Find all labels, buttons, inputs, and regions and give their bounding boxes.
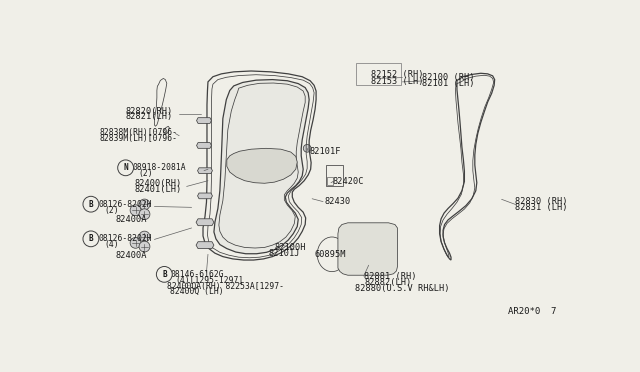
Circle shape [130, 205, 141, 216]
Text: 82400(RH): 82400(RH) [134, 179, 182, 188]
Text: 82839M(LH)[0796-: 82839M(LH)[0796- [100, 134, 178, 143]
Text: (4): (4) [105, 240, 120, 249]
Text: 08918-2081A: 08918-2081A [132, 163, 186, 172]
Text: 82101F: 82101F [309, 147, 340, 156]
Text: 82153 (LH): 82153 (LH) [371, 77, 424, 86]
Text: 60895M: 60895M [315, 250, 346, 259]
Text: 82401(LH): 82401(LH) [134, 185, 182, 194]
Text: 82820(RH): 82820(RH) [125, 107, 173, 116]
Text: 08126-8202H: 08126-8202H [99, 200, 152, 209]
Circle shape [130, 237, 141, 248]
Text: 82882(LH): 82882(LH) [364, 278, 412, 286]
Polygon shape [219, 83, 305, 248]
Circle shape [139, 209, 150, 219]
Polygon shape [196, 118, 211, 124]
Text: 82152 (RH): 82152 (RH) [371, 70, 424, 79]
Text: 82100H: 82100H [275, 243, 307, 252]
Text: 82400A: 82400A [116, 251, 147, 260]
Polygon shape [214, 80, 309, 254]
Bar [327, 177, 333, 185]
Text: 82420C: 82420C [333, 177, 364, 186]
Text: 82101J: 82101J [269, 249, 300, 258]
Circle shape [139, 241, 150, 252]
Polygon shape [196, 242, 214, 248]
Text: 82400A: 82400A [116, 215, 147, 224]
Text: 82430: 82430 [324, 197, 350, 206]
Text: 82400QA(RH) 82253A[1297-: 82400QA(RH) 82253A[1297- [167, 282, 284, 291]
Circle shape [139, 199, 150, 210]
Polygon shape [196, 142, 211, 148]
Text: B: B [88, 200, 93, 209]
Circle shape [139, 231, 150, 242]
Text: 82838M(RH)[0796-: 82838M(RH)[0796- [100, 128, 178, 137]
Circle shape [303, 144, 311, 152]
Polygon shape [198, 168, 212, 173]
Text: 08146-6162G: 08146-6162G [170, 270, 224, 279]
Text: B: B [88, 234, 93, 243]
Polygon shape [338, 223, 397, 275]
Text: AR20*0  7: AR20*0 7 [508, 307, 556, 316]
Text: 82880(U.S.V RH&LH): 82880(U.S.V RH&LH) [355, 284, 449, 293]
Circle shape [118, 160, 134, 176]
Text: 82831 (LH): 82831 (LH) [515, 203, 568, 212]
Text: 82821(LH): 82821(LH) [125, 112, 173, 121]
Polygon shape [198, 193, 212, 199]
Text: 82100 (RH): 82100 (RH) [422, 73, 475, 81]
Text: 82101 (LH): 82101 (LH) [422, 79, 475, 88]
Text: 82830 (RH): 82830 (RH) [515, 197, 568, 206]
Text: B: B [162, 270, 166, 279]
Circle shape [83, 196, 99, 212]
Text: (2): (2) [105, 206, 120, 215]
Bar [326, 165, 342, 186]
Circle shape [83, 231, 99, 247]
Text: 82881 (RH): 82881 (RH) [364, 272, 417, 280]
Circle shape [156, 266, 172, 282]
Text: 82400Q (LH): 82400Q (LH) [170, 287, 224, 296]
Text: (4)[1295-1297]: (4)[1295-1297] [175, 276, 243, 285]
Text: N: N [124, 163, 128, 172]
Text: 08126-8202H: 08126-8202H [99, 234, 152, 243]
Polygon shape [227, 148, 297, 183]
Text: (2): (2) [138, 169, 153, 178]
Polygon shape [196, 219, 214, 226]
